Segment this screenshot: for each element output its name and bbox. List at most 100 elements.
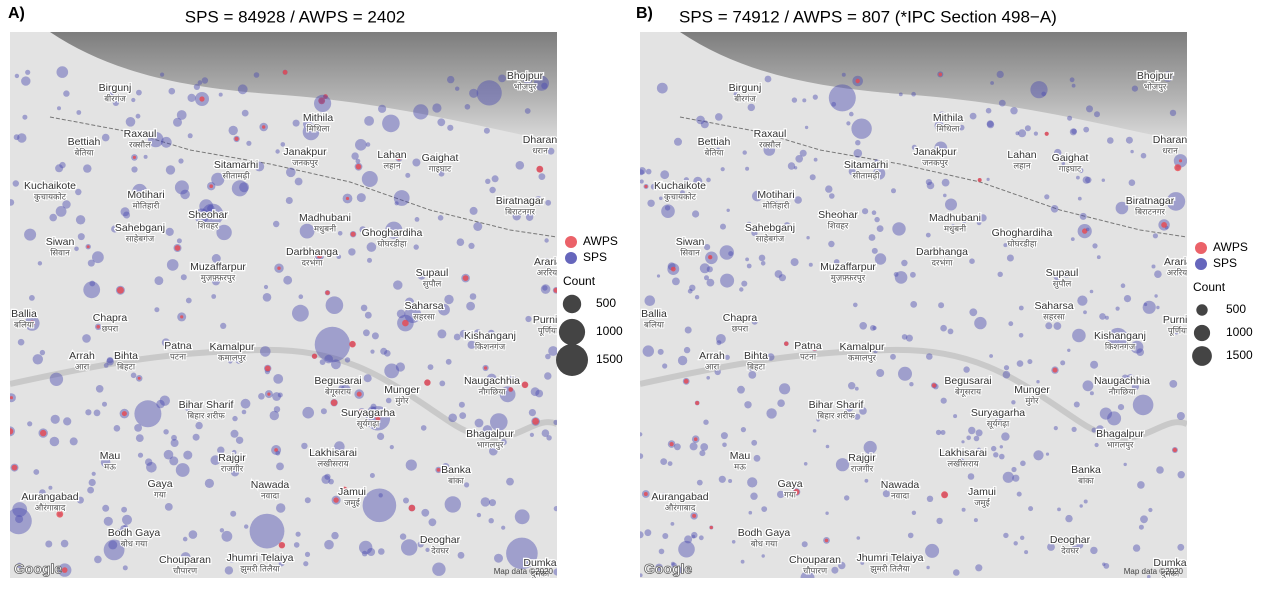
bubble [911, 144, 917, 150]
bubble [779, 383, 791, 395]
bubble [455, 86, 460, 91]
bubble [55, 164, 64, 173]
bubble [975, 564, 983, 572]
bubble [1099, 313, 1106, 320]
bubble [273, 374, 284, 384]
bubble [655, 563, 663, 571]
bubble [911, 91, 916, 97]
bubble [130, 372, 137, 379]
bubble [302, 123, 320, 141]
bubble [363, 329, 370, 337]
bubble [396, 309, 406, 319]
bubble [106, 357, 114, 366]
bubble [941, 491, 949, 499]
bubble [49, 372, 64, 386]
bubble [1099, 407, 1112, 420]
bubble [466, 301, 475, 311]
bubble [855, 78, 860, 84]
attribution: Map data ©2020 [1124, 567, 1184, 576]
place-name: Siwan [676, 236, 705, 248]
bubble [14, 73, 20, 79]
bubble [640, 432, 643, 437]
bubble [337, 231, 343, 236]
bubble [863, 440, 877, 455]
bubble [1128, 179, 1136, 186]
bubble [696, 115, 705, 125]
bubble [230, 468, 240, 477]
place-name: Deoghar [420, 534, 461, 546]
place-name: Patna [164, 340, 192, 352]
bubble [1036, 380, 1040, 384]
bubble [1033, 450, 1044, 461]
bubble [367, 406, 377, 416]
bubble [370, 349, 375, 354]
place-local-name: जनकपुर [922, 157, 948, 168]
bubble [926, 181, 935, 190]
bubble [488, 518, 494, 524]
bubble [456, 238, 465, 246]
bubble [1156, 305, 1160, 310]
bubble [925, 179, 933, 186]
bubble [926, 495, 934, 502]
bubble [349, 340, 356, 348]
bubble [720, 432, 728, 440]
bubble [1010, 107, 1018, 115]
bubble [362, 488, 397, 523]
bubble [93, 409, 101, 417]
bubble [1082, 228, 1088, 234]
bubble [11, 464, 18, 471]
bubble [811, 345, 818, 352]
place-name: Lakhisarai [939, 447, 987, 459]
bubble [361, 550, 368, 557]
bubble [684, 326, 692, 334]
bubble [1072, 328, 1086, 343]
bubble [395, 362, 405, 372]
bubble [953, 414, 958, 419]
bubble [212, 277, 220, 286]
place-name: Dharan [1153, 134, 1188, 146]
bubble [282, 69, 288, 75]
bubble [421, 508, 430, 517]
bubble [733, 91, 739, 97]
bubble [802, 98, 807, 103]
bubble [100, 457, 111, 468]
bubble [1086, 105, 1093, 113]
bubble [1090, 546, 1098, 555]
bubble [331, 359, 341, 370]
bubble [367, 257, 372, 263]
bubble [515, 161, 525, 170]
bubble [86, 245, 90, 249]
bubble [135, 113, 141, 119]
bubble [844, 495, 850, 501]
bubble [683, 378, 689, 384]
bubble [1006, 254, 1014, 262]
bubble [454, 466, 463, 475]
bubble [777, 399, 785, 408]
bubble [695, 401, 700, 405]
bubble [642, 345, 654, 357]
bubble [143, 154, 148, 159]
bubble [656, 274, 661, 278]
bubble [553, 506, 557, 512]
place-local-name: अररिया [1167, 267, 1191, 277]
bubble [662, 363, 668, 369]
bubble [314, 326, 351, 363]
bubble [276, 503, 286, 513]
place-name: Patna [794, 340, 822, 352]
bubble [413, 104, 429, 120]
bubble [459, 412, 467, 419]
bubble [1094, 442, 1099, 448]
bubble [747, 103, 755, 112]
bubble [544, 238, 549, 243]
place-local-name: किशनगंज [475, 341, 506, 351]
place-name: Araria [1164, 256, 1192, 268]
place-name: Munger [1014, 384, 1050, 396]
bubble [783, 222, 791, 229]
bubble [444, 496, 461, 513]
place-local-name: किशनगंज [1105, 341, 1136, 351]
bubble [1115, 201, 1129, 215]
place-name: Suryagarha [341, 407, 395, 419]
bubble [22, 114, 28, 120]
bubble [417, 541, 424, 548]
